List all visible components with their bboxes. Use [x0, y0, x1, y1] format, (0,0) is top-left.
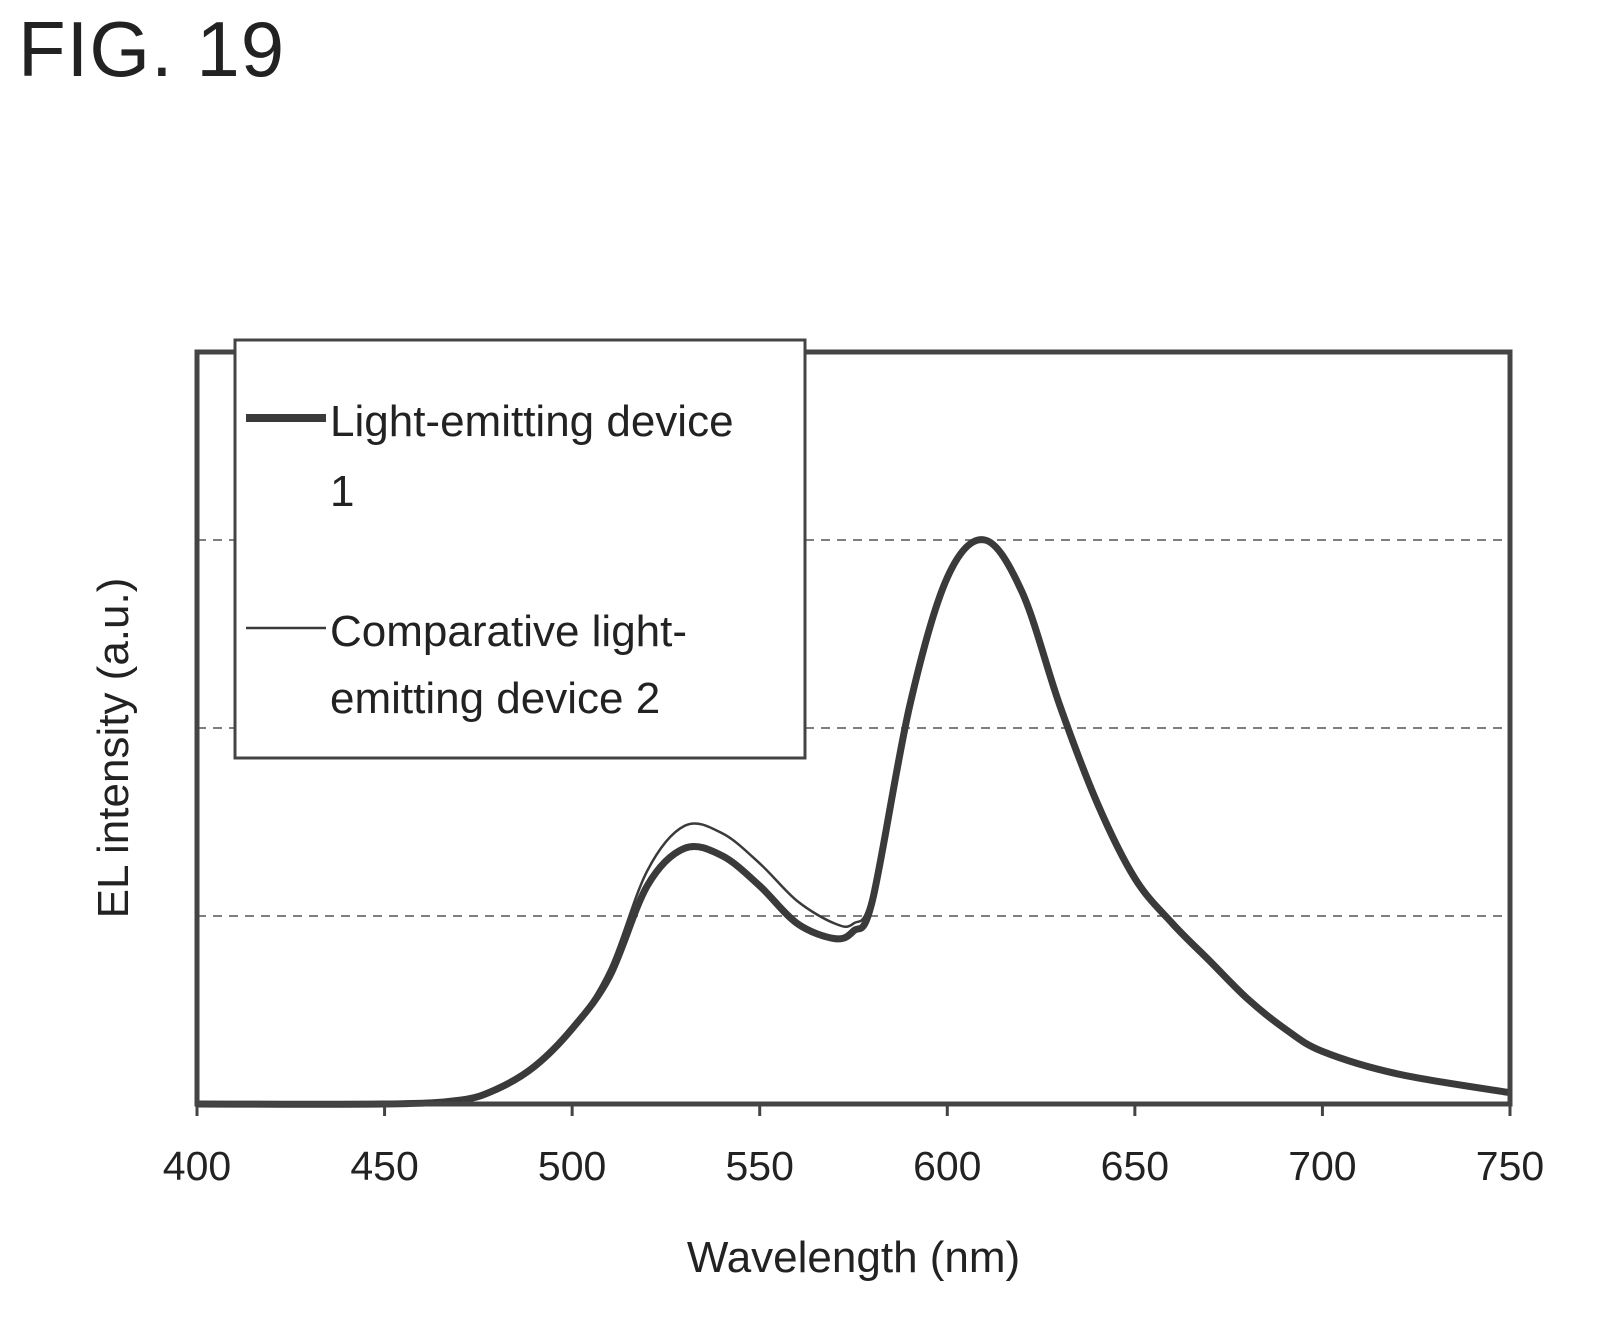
- x-tick-label: 450: [350, 1143, 418, 1189]
- y-axis-title: EL intensity (a.u.): [89, 578, 138, 919]
- series-line-light-emitting-device-1: [196, 536, 1511, 1108]
- x-tick-label: 400: [163, 1143, 231, 1189]
- x-tick-label: 700: [1288, 1143, 1356, 1189]
- legend-box: [233, 338, 807, 760]
- legend-label-series2-line2: emitting device 2: [330, 674, 660, 723]
- legend-label-series1-line1: Light-emitting device: [330, 397, 734, 446]
- x-axis-title: Wavelength (nm): [687, 1233, 1020, 1282]
- legend-label-series2-line1: Comparative light-: [330, 607, 687, 656]
- figure-label: FIG. 19: [18, 5, 286, 93]
- x-tick-label: 600: [913, 1143, 981, 1189]
- series-group: [196, 536, 1511, 1108]
- x-axis-ticks: 400 450 500 550 600 650 700 750: [163, 1104, 1544, 1189]
- x-tick-label: 550: [726, 1143, 794, 1189]
- plot-frame: [194, 349, 1513, 1107]
- x-tick-label: 750: [1476, 1143, 1544, 1189]
- legend-label-series1-line2: 1: [330, 467, 354, 516]
- legend: Light-emitting device 1 Comparative ligh…: [233, 338, 807, 760]
- x-tick-label: 650: [1101, 1143, 1169, 1189]
- x-tick-label: 500: [538, 1143, 606, 1189]
